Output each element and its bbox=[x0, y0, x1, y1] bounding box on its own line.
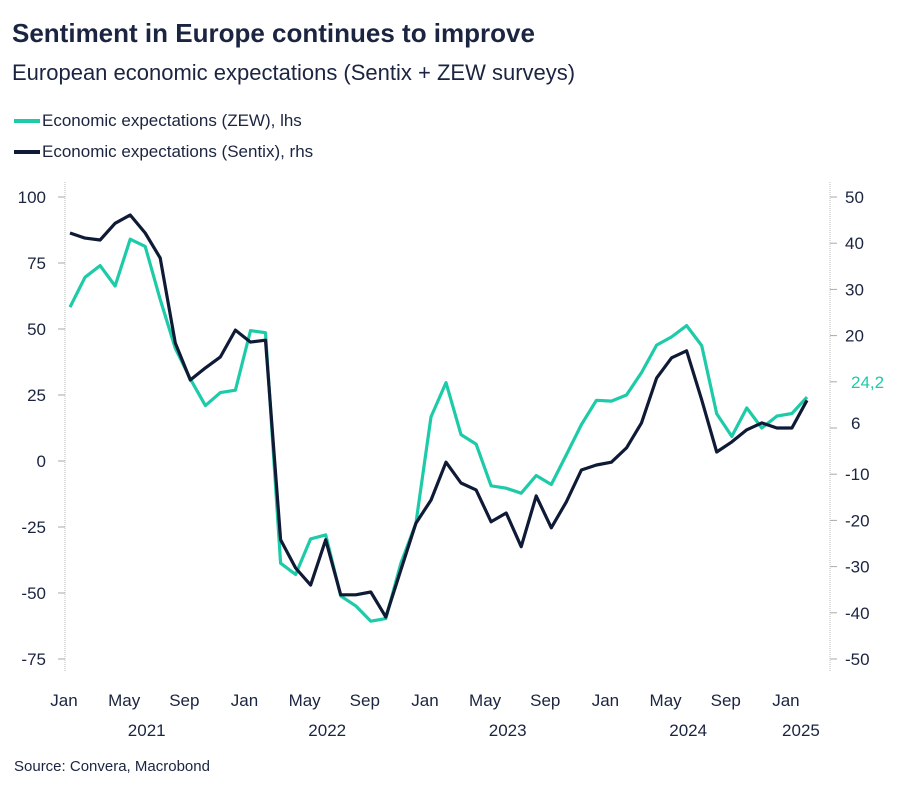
x-tick-label: Sep bbox=[350, 691, 380, 710]
right-tick-label: 30 bbox=[845, 280, 864, 299]
sentix-line bbox=[69, 213, 809, 619]
left-tick-label: 75 bbox=[27, 254, 46, 273]
left-tick-label: 25 bbox=[27, 386, 46, 405]
right-tick-label: -10 bbox=[845, 465, 870, 484]
legend-label: Economic expectations (ZEW), lhs bbox=[42, 111, 302, 130]
legend-item-sentix: Economic expectations (Sentix), rhs bbox=[14, 142, 313, 162]
x-tick-label: Sep bbox=[711, 691, 741, 710]
right-tick-label: 50 bbox=[845, 188, 864, 207]
x-tick-label: Sep bbox=[530, 691, 560, 710]
x-year-label: 2024 bbox=[669, 721, 707, 740]
right-tick-label: -20 bbox=[845, 511, 870, 530]
x-tick-label: Jan bbox=[50, 691, 77, 710]
legend-swatch bbox=[14, 150, 40, 154]
right-tick-label: -30 bbox=[845, 558, 870, 577]
x-year-label: 2025 bbox=[782, 721, 820, 740]
legend-item-zew: Economic expectations (ZEW), lhs bbox=[14, 111, 302, 131]
chart-subtitle: European economic expectations (Sentix +… bbox=[12, 60, 576, 85]
left-tick-label: 50 bbox=[27, 320, 46, 339]
x-tick-label: Jan bbox=[772, 691, 799, 710]
left-tick-label: 0 bbox=[37, 452, 46, 471]
left-tick-label: -75 bbox=[21, 650, 46, 669]
source-note: Source: Convera, Macrobond bbox=[14, 758, 210, 775]
x-tick-label: Jan bbox=[411, 691, 438, 710]
x-year-label: 2021 bbox=[128, 721, 166, 740]
right-tick-label: 20 bbox=[845, 327, 864, 346]
right-tick-label: -50 bbox=[845, 650, 870, 669]
zew-last-value-label: 24,2 bbox=[851, 373, 884, 392]
x-year-label: 2023 bbox=[489, 721, 527, 740]
legend-swatch bbox=[14, 119, 40, 123]
x-tick-label: Jan bbox=[592, 691, 619, 710]
x-tick-label: May bbox=[469, 691, 502, 710]
x-tick-label: May bbox=[289, 691, 322, 710]
chart-title: Sentiment in Europe continues to improve bbox=[12, 18, 535, 48]
x-tick-label: May bbox=[650, 691, 683, 710]
right-tick-label: 40 bbox=[845, 234, 864, 253]
zew-line bbox=[68, 237, 809, 623]
x-tick-label: May bbox=[108, 691, 141, 710]
left-tick-label: 100 bbox=[18, 188, 46, 207]
x-year-label: 2022 bbox=[308, 721, 346, 740]
x-tick-label: Jan bbox=[231, 691, 258, 710]
left-tick-label: -25 bbox=[21, 518, 46, 537]
x-tick-label: Sep bbox=[169, 691, 199, 710]
legend-label: Economic expectations (Sentix), rhs bbox=[42, 142, 314, 161]
right-tick-label: -40 bbox=[845, 604, 870, 623]
left-tick-label: -50 bbox=[21, 584, 46, 603]
sentix-last-value-label: 6 bbox=[851, 414, 860, 433]
